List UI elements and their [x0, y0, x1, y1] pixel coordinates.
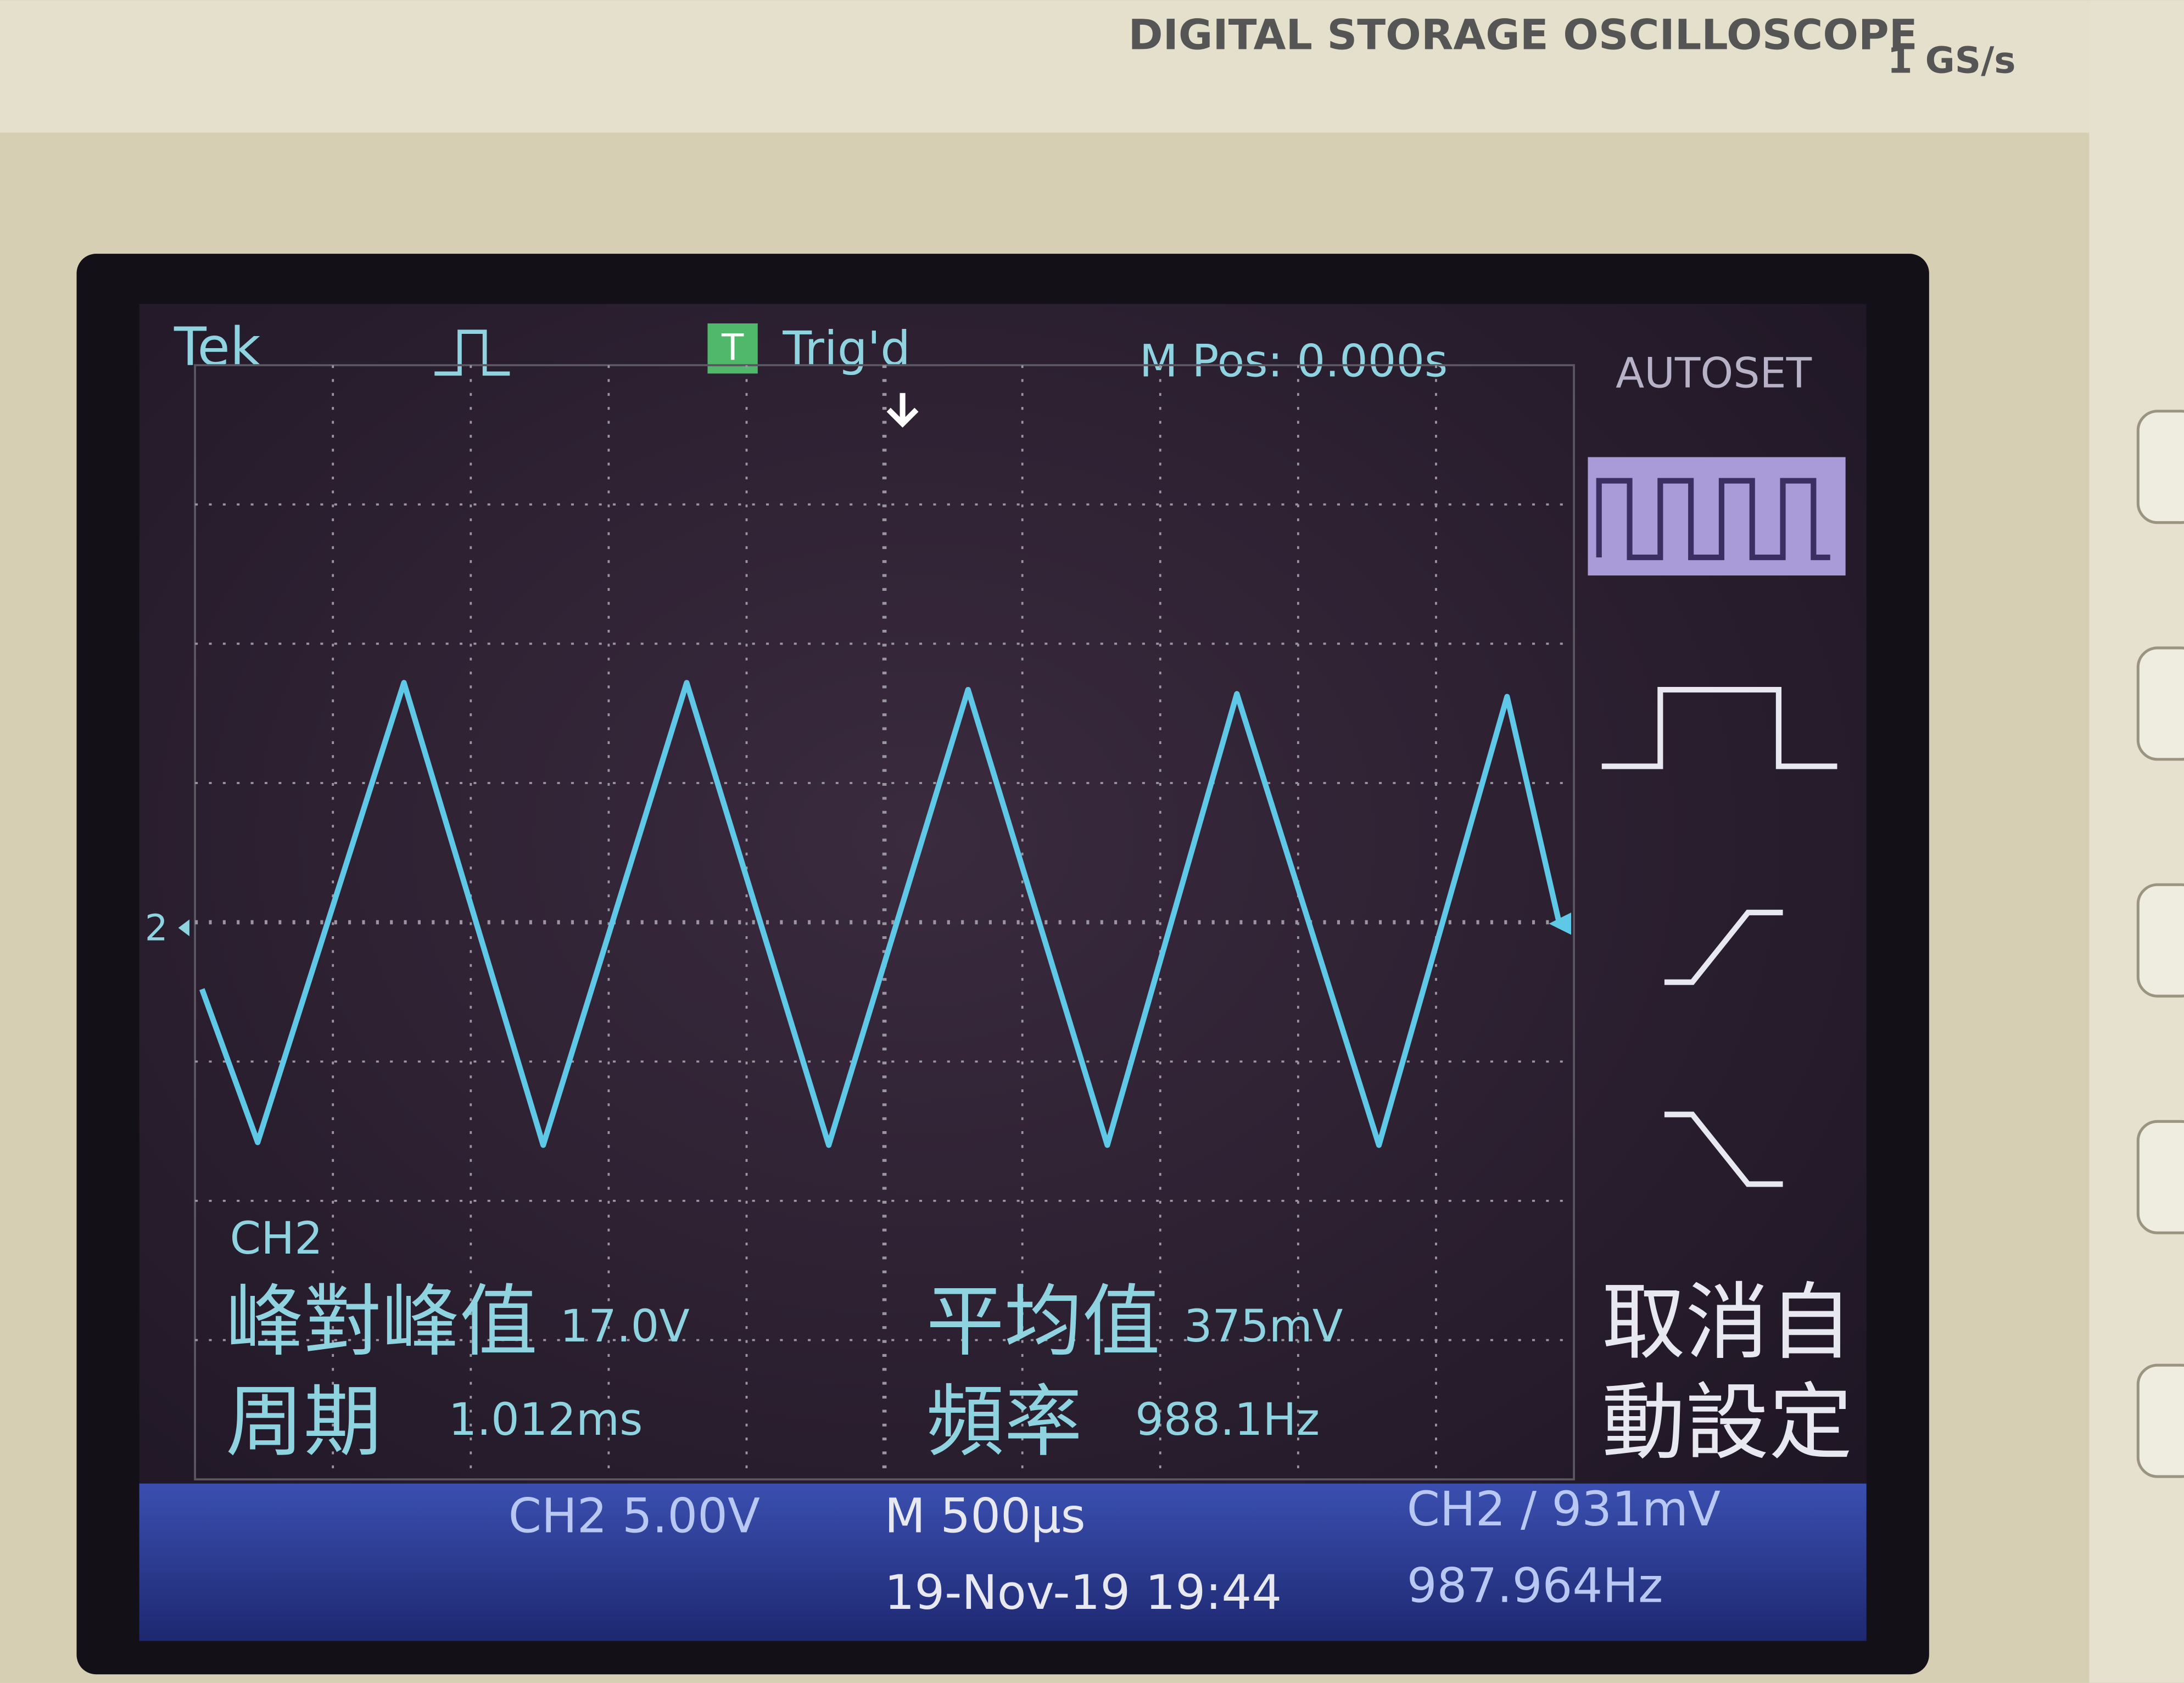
measure-label: 周期 — [226, 1377, 382, 1467]
body: DIGITAL STORAGE OSCILLOSCOPE 1 GS/s Tek … — [0, 0, 2184, 1683]
model-caption: DIGITAL STORAGE OSCILLOSCOPE — [1128, 10, 1917, 59]
trigger-setting: CH2 ∕ 931mV — [1407, 1482, 1721, 1537]
measure-value: 375mV — [1184, 1301, 1343, 1352]
measure-value: 1.012ms — [449, 1394, 643, 1446]
timebase: M 500µs — [885, 1489, 1086, 1544]
measure-label: 平均值 — [926, 1277, 1160, 1367]
channel-scale: CH2 5.00V — [509, 1489, 760, 1544]
trigger-frequency: 987.964Hz — [1407, 1558, 1663, 1613]
photo: DIGITAL STORAGE OSCILLOSCOPE 1 GS/s Tek … — [0, 0, 2184, 1683]
menu-option-undo[interactable]: 動設定 — [1602, 1374, 1853, 1471]
page: Oscilloscope {"header": {"model_caption"… — [0, 0, 2184, 1683]
trigger-state: Trig'd — [782, 322, 911, 377]
measure-label: 頻率 — [926, 1377, 1082, 1467]
sample-rate: 1 GS/s — [1887, 39, 2016, 81]
menu-option-undo[interactable]: 取消自 — [1602, 1274, 1853, 1371]
measure-channel: CH2 — [230, 1213, 322, 1265]
position: M Pos: 0.000s — [1140, 336, 1448, 387]
channel-marker: 2 — [145, 907, 168, 949]
trigger-icon: T — [721, 326, 744, 368]
measure-value: 988.1Hz — [1135, 1394, 1320, 1446]
datetime: 19-Nov-19 19:44 — [885, 1565, 1282, 1620]
measure-value: 17.0V — [560, 1301, 690, 1352]
menu-title: AUTOSET — [1616, 349, 1812, 398]
measure-label: 峰對峰值 — [226, 1277, 538, 1367]
brand: Tek — [174, 316, 261, 378]
